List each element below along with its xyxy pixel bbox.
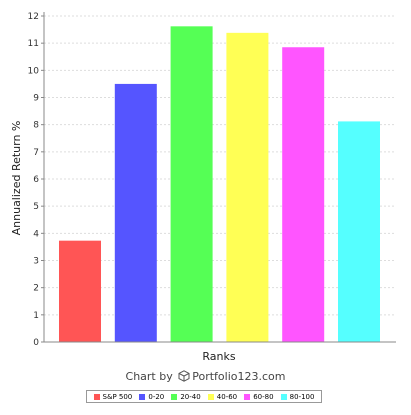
bar-20-40 [170, 26, 213, 342]
legend-swatch [93, 393, 100, 400]
bars [59, 26, 380, 343]
y-tick-label: 12 [28, 12, 39, 22]
credit-prefix: Chart by [125, 370, 173, 383]
legend-swatch [244, 393, 251, 400]
legend-item: 80-100 [280, 392, 315, 401]
bar-s-p-500 [59, 240, 101, 342]
legend-item: 20-40 [171, 392, 201, 401]
chart-legend: S&P 500 0-20 20-40 40-60 60-80 80-100 [86, 390, 322, 403]
legend-swatch [280, 393, 287, 400]
chart-credit: Chart by Portfolio123.com [0, 370, 411, 383]
y-tick-label: 6 [33, 175, 39, 185]
legend-label: 20-40 [180, 392, 201, 401]
bar-0-20 [114, 83, 157, 343]
y-tick-label: 11 [28, 39, 39, 49]
x-axis-title: Ranks [202, 350, 235, 363]
legend-item: 0-20 [139, 393, 164, 401]
y-tick-label: 5 [33, 202, 39, 212]
bar-60-80 [282, 47, 325, 342]
legend-label: 40-60 [216, 392, 238, 401]
y-tick-label: 10 [28, 66, 40, 76]
cube-logo-icon [178, 370, 190, 382]
legend-swatch [171, 393, 178, 400]
axes [43, 12, 396, 343]
legend-label: 60-80 [253, 392, 274, 401]
credit-brand: Portfolio123.com [192, 370, 286, 383]
legend-label: 0-20 [148, 392, 165, 401]
y-tick-label: 9 [33, 94, 39, 104]
legend-swatch [139, 393, 146, 400]
y-tick-label: 1 [33, 311, 39, 321]
legend-item: S&P 500 [93, 392, 133, 401]
legend-item: 60-80 [244, 392, 274, 401]
y-tick-label: 8 [33, 121, 39, 131]
y-tick-label: 2 [33, 284, 39, 294]
y-tick-label: 4 [33, 229, 39, 239]
legend-label: 80-100 [289, 392, 315, 401]
y-tick-label: 0 [33, 338, 39, 348]
legend-swatch [207, 393, 214, 400]
y-axis-title: Annualized Return % [10, 121, 23, 236]
legend-label: S&P 500 [102, 392, 133, 401]
grid-lines [44, 15, 396, 316]
y-tick-label: 3 [33, 257, 39, 267]
y-tick-label: 7 [33, 148, 39, 158]
bar-40-60 [226, 32, 269, 343]
bar-80-100 [338, 121, 380, 342]
legend-item: 40-60 [207, 392, 238, 401]
